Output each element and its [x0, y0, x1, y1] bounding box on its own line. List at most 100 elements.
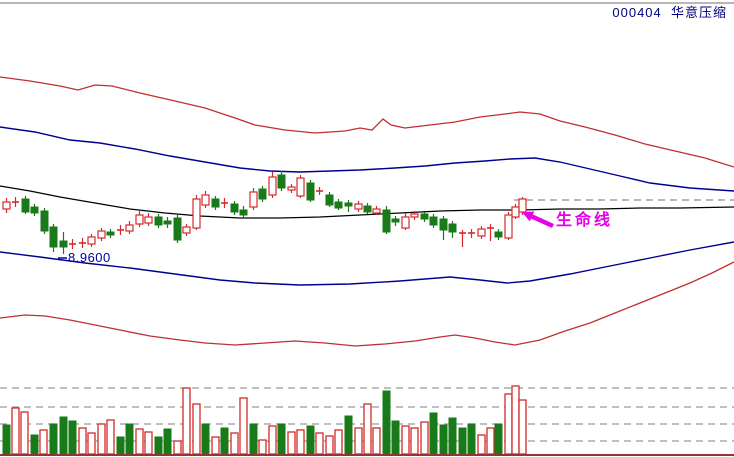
lifeline-arrow-head: [522, 211, 535, 222]
candle-down: [21, 198, 30, 213]
volume-bar-down: [494, 423, 503, 455]
price-label: 8.9600: [68, 250, 111, 265]
volume-bar-up: [192, 403, 201, 455]
volume-bar-down: [154, 436, 163, 455]
candle-down: [258, 188, 267, 200]
candle-down: [306, 182, 315, 201]
candle-up: [504, 214, 513, 239]
volume-bar-up: [410, 427, 419, 455]
volume-bar-down: [116, 436, 125, 455]
volume-bar-down: [467, 423, 476, 455]
volume-bar-down: [49, 423, 58, 455]
volume-bar-up: [401, 425, 410, 455]
volume-bar-down: [429, 412, 438, 455]
candle-down: [439, 218, 448, 231]
candle-down: [391, 218, 400, 223]
candle-down: [163, 220, 172, 225]
volume-bar-up: [477, 434, 486, 455]
candle-down: [230, 203, 239, 213]
candle-up: [2, 201, 11, 210]
candle-up: [401, 216, 410, 229]
candle-down: [344, 202, 353, 207]
volume-bar-down: [448, 417, 457, 455]
candle-down: [325, 194, 334, 206]
candle-up: [97, 230, 106, 239]
candle-up: [410, 213, 419, 218]
volume-bar-down: [220, 427, 229, 455]
volume-bar-up: [20, 411, 29, 455]
volume-bar-up: [296, 429, 305, 455]
candle-down: [494, 231, 503, 238]
volume-bar-up: [173, 440, 182, 455]
candle-down: [448, 223, 457, 233]
candle-down: [363, 205, 372, 213]
upper-blue-band: [0, 126, 734, 192]
candle-up: [518, 198, 527, 213]
volume-bar-up: [135, 428, 144, 455]
volume-bar-up: [78, 427, 87, 455]
volume-bar-down: [30, 434, 39, 455]
lifeline-annotation: 生命线: [556, 212, 614, 229]
volume-bar-up: [182, 387, 191, 455]
volume-bar-up: [87, 432, 96, 455]
volume-bar-down: [249, 423, 258, 455]
volume-bar-up: [106, 419, 115, 455]
candle-down: [30, 206, 39, 214]
candle-up: [87, 236, 96, 245]
volume-bar-up: [486, 427, 495, 455]
candle-down: [429, 216, 438, 226]
volume-bar-up: [39, 429, 48, 455]
stock-title: 000404 华意压缩: [612, 5, 727, 20]
volume-bar-up: [504, 393, 513, 455]
candle-up: [135, 214, 144, 225]
volume-bar-down: [344, 415, 353, 455]
upper-red-band: [0, 76, 734, 168]
mid-black-lifeline: [0, 185, 734, 219]
volume-bar-up: [287, 431, 296, 455]
volume-bar-down: [201, 423, 210, 455]
volume-bar-down: [277, 423, 286, 455]
volume-bar-up: [518, 399, 527, 455]
volume-bar-down: [163, 428, 172, 455]
volume-bar-up: [372, 427, 381, 455]
volume-bar-up: [239, 397, 248, 455]
volume-bar-up: [511, 385, 520, 455]
volume-bar-up: [97, 423, 106, 455]
volume-bar-down: [2, 424, 11, 455]
candle-up: [144, 216, 153, 224]
candle-down: [277, 174, 286, 189]
volume-bar-up: [420, 421, 429, 455]
candle-down: [211, 198, 220, 208]
candle-down: [40, 210, 49, 232]
volume-bar-up: [11, 407, 20, 455]
volume-bar-up: [334, 429, 343, 455]
candle-down: [106, 231, 115, 236]
candle-up: [192, 198, 201, 229]
candle-down: [239, 209, 248, 216]
volume-bar-up: [325, 435, 334, 455]
lower-blue-band: [0, 241, 734, 286]
candle-up: [201, 194, 210, 206]
candle-down: [49, 226, 58, 248]
volume-bar-down: [125, 423, 134, 455]
volume-bar-up: [363, 403, 372, 455]
volume-bar-down: [68, 420, 77, 455]
candle-up: [249, 191, 258, 208]
lower-red-band: [0, 261, 734, 347]
top-border: [0, 2, 734, 4]
volume-bar-up: [144, 431, 153, 455]
candle-up: [354, 203, 363, 210]
candle-down: [334, 201, 343, 209]
volume-bar-up: [230, 432, 239, 455]
volume-bar-down: [439, 424, 448, 455]
candle-up: [287, 186, 296, 191]
volume-bar-up: [258, 439, 267, 455]
lifeline-arrow-shaft: [531, 214, 554, 229]
candle-up: [372, 208, 381, 214]
volume-bar-up: [268, 425, 277, 455]
candle-up: [296, 177, 305, 197]
volume-bar-down: [306, 425, 315, 455]
candle-down: [154, 216, 163, 226]
